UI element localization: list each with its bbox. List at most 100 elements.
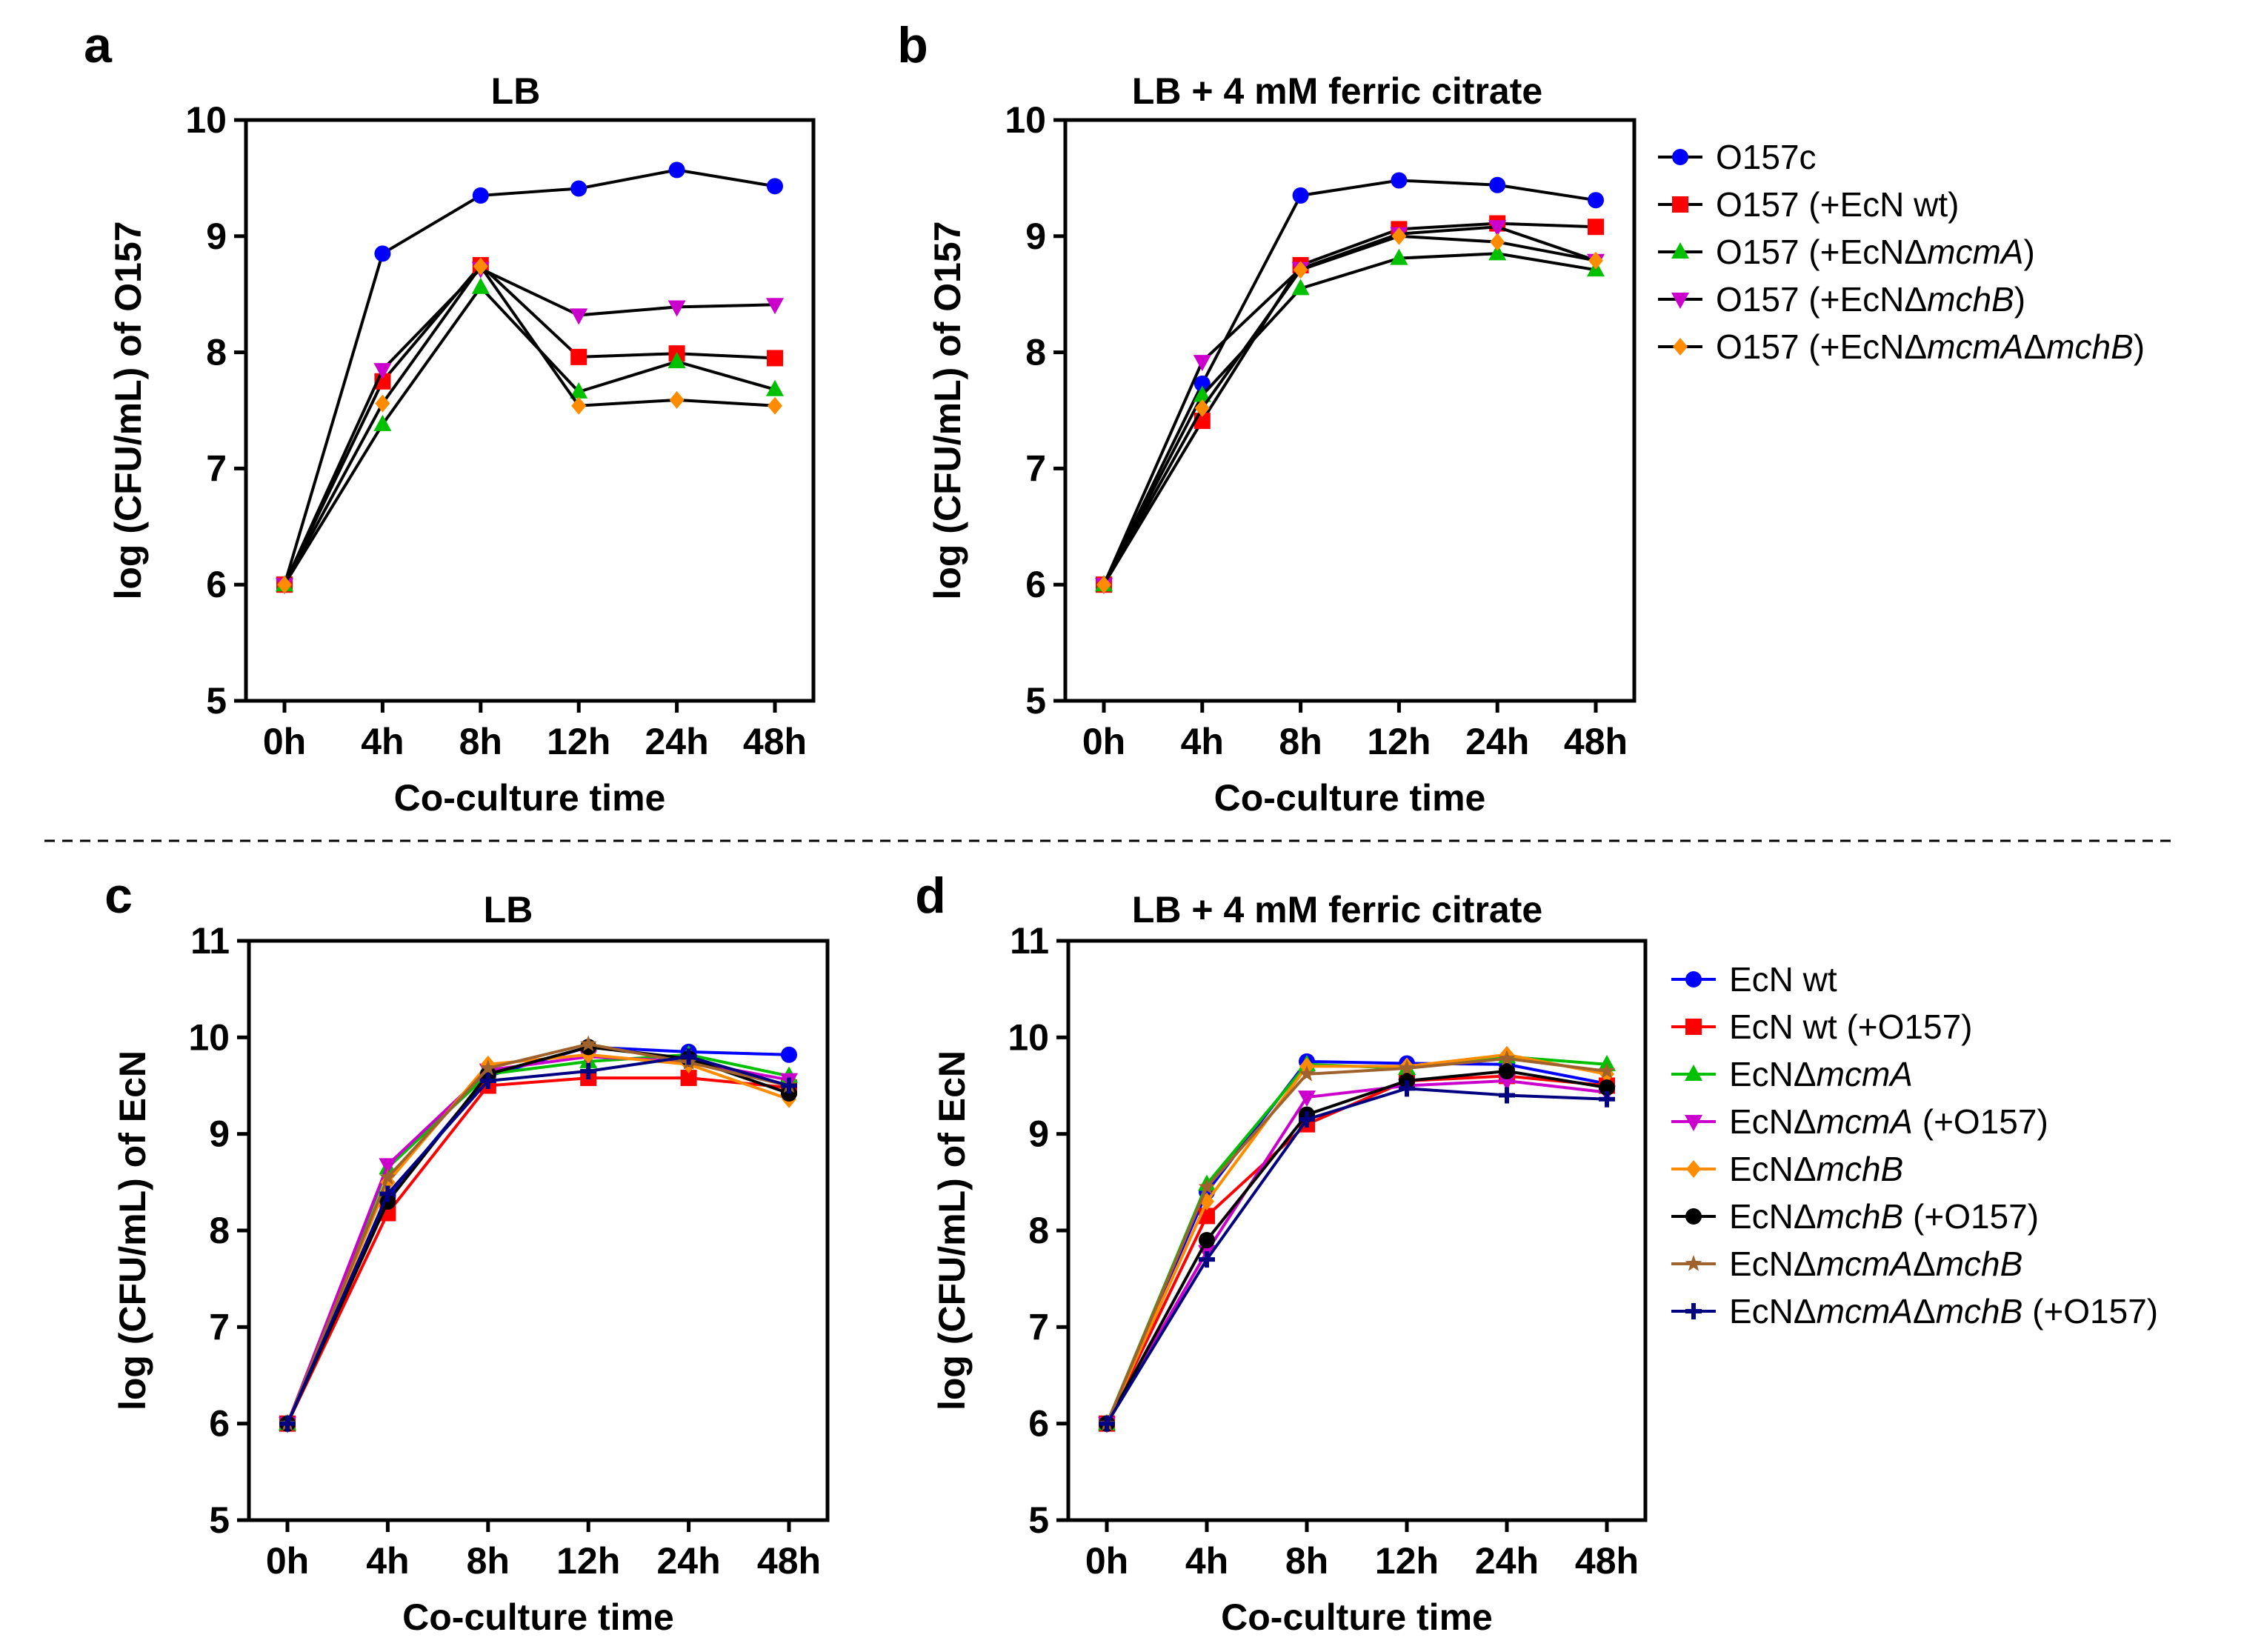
y-tick-label: 6	[209, 1403, 230, 1445]
legend-text-part: EcNΔ	[1729, 1055, 1817, 1093]
legend-marker	[1685, 1115, 1702, 1131]
series-5	[1099, 1062, 1615, 1432]
data-point	[471, 277, 490, 294]
y-tick-label: 9	[1028, 1113, 1049, 1155]
chart-panel-d: d LB + 4 mM ferric citrate 5 6 7 8 9 10 11 0h 4h 8h…	[915, 867, 2158, 1638]
legend-text-part: Δ	[2023, 327, 2046, 366]
series-line	[1105, 1079, 1608, 1425]
data-point	[279, 1415, 296, 1432]
data-point	[479, 1072, 496, 1089]
series-line	[283, 263, 776, 586]
series-2	[279, 1045, 798, 1430]
y-tick-label: 10	[1008, 1016, 1049, 1058]
legend-text-part: mchB	[1936, 1292, 2023, 1330]
series-0	[1096, 172, 1604, 593]
data-point	[570, 180, 587, 197]
legend-text-part: EcN wt (+O157)	[1729, 1007, 1973, 1046]
series-line	[1105, 1056, 1608, 1425]
data-point	[379, 1168, 396, 1185]
panel-letter: d	[915, 867, 946, 924]
series-line	[1102, 179, 1597, 586]
data-point	[1194, 399, 1210, 417]
legend-text-part: mchB	[1927, 280, 2014, 319]
plot-frame	[244, 118, 816, 703]
data-point	[570, 348, 587, 365]
legend-entry: EcNΔmcmAΔmchB (+O157)	[1729, 1292, 2158, 1330]
legend-entry: EcNΔmchB (+O157)	[1729, 1197, 2039, 1236]
x-axis-label: Co-culture time	[1214, 777, 1486, 819]
data-point	[680, 1070, 697, 1087]
x-tick-label: 8h	[1285, 1540, 1328, 1582]
series-line	[1102, 252, 1597, 586]
legend-text-part: Δ	[1913, 1292, 1936, 1330]
series-line	[1105, 1059, 1608, 1425]
series-line	[286, 1055, 790, 1425]
data-point	[768, 396, 782, 415]
y-tick-label: 6	[1028, 1403, 1049, 1445]
chart-panel-c: c LB 5 6 7 8 9 10 11 0h 4h 8h 12h 24h 48h Co-culture ti…	[104, 867, 830, 1638]
data-point	[1588, 192, 1604, 209]
data-point	[1193, 375, 1211, 392]
x-tick-label: 0h	[1085, 1540, 1128, 1582]
legend-entry: O157 (+EcNΔmchB)	[1716, 280, 2025, 319]
y-tick-label: 8	[209, 1210, 230, 1251]
y-tick-label: 5	[206, 680, 227, 722]
data-point	[1599, 1090, 1615, 1108]
legend-text-part: mcmA	[1817, 1102, 1913, 1141]
series-line	[1105, 1053, 1608, 1425]
legend-marker	[1672, 149, 1688, 165]
series-line	[283, 284, 776, 586]
data-point	[375, 394, 390, 413]
legend-text-part: )	[2134, 327, 2145, 366]
data-point	[1199, 1232, 1215, 1249]
y-tick-label: 8	[206, 332, 227, 373]
x-axis-label: Co-culture time	[1221, 1596, 1493, 1638]
data-point	[680, 1048, 697, 1065]
legend-text-part: mchB	[1817, 1197, 1904, 1236]
legend-entry: O157 (+EcNΔmcmAΔmchB)	[1716, 327, 2145, 366]
data-point	[1399, 1080, 1415, 1097]
series-7	[279, 1048, 797, 1432]
data-point	[1299, 1111, 1315, 1128]
series-line	[1105, 1069, 1608, 1425]
data-point	[668, 161, 685, 179]
panel-letter: c	[104, 867, 133, 924]
y-tick-label: 10	[1005, 99, 1046, 141]
legend-text-part: O157c	[1716, 138, 1817, 176]
series-line	[1105, 1087, 1608, 1425]
legend-text-part: mcmA	[1817, 1245, 1913, 1283]
legend-text-part: )	[2023, 233, 2034, 271]
legend-text-part: mcmA	[1817, 1292, 1913, 1330]
x-tick-label: 0h	[1082, 721, 1125, 762]
legend-text-part: (+O157)	[2022, 1292, 2158, 1330]
y-axis-label: log (CFU/mL) of O157	[107, 221, 149, 599]
data-point	[379, 1185, 396, 1202]
legend-entry: O157 (+EcNΔmcmA)	[1716, 233, 2035, 271]
series-line	[286, 1045, 790, 1425]
data-point	[1193, 355, 1211, 372]
data-point	[781, 1046, 797, 1063]
x-tick-label: 48h	[757, 1540, 821, 1582]
series-3	[1095, 220, 1605, 595]
legend-text-part: EcNΔ	[1729, 1245, 1817, 1283]
x-axis-label: Co-culture time	[402, 1596, 674, 1638]
legend-entry: EcN wt	[1729, 960, 1837, 999]
chart-title: LB	[484, 889, 533, 930]
chart-panel-a: a LB 5 6 7 8 9 10 0h 4h 8h 12h 24h 48h Co-culture time…	[84, 17, 816, 819]
data-point	[277, 576, 292, 594]
legend-entry: EcNΔmchB	[1729, 1150, 1903, 1188]
x-tick-label: 24h	[657, 1540, 721, 1582]
legend-marker	[1686, 1160, 1701, 1178]
legend-text-part: (+O157)	[1903, 1197, 2039, 1236]
y-axis-label: log (CFU/mL) of EcN	[931, 1050, 973, 1410]
plot-frame	[247, 939, 830, 1522]
x-tick-label: 8h	[1279, 721, 1322, 762]
y-tick-label: 9	[206, 216, 227, 257]
legend-text-part: mcmA	[1817, 1055, 1913, 1093]
chart-title: LB	[491, 70, 541, 112]
data-point	[1599, 1079, 1615, 1096]
legend-marker	[1685, 1019, 1702, 1035]
data-point	[570, 382, 588, 399]
